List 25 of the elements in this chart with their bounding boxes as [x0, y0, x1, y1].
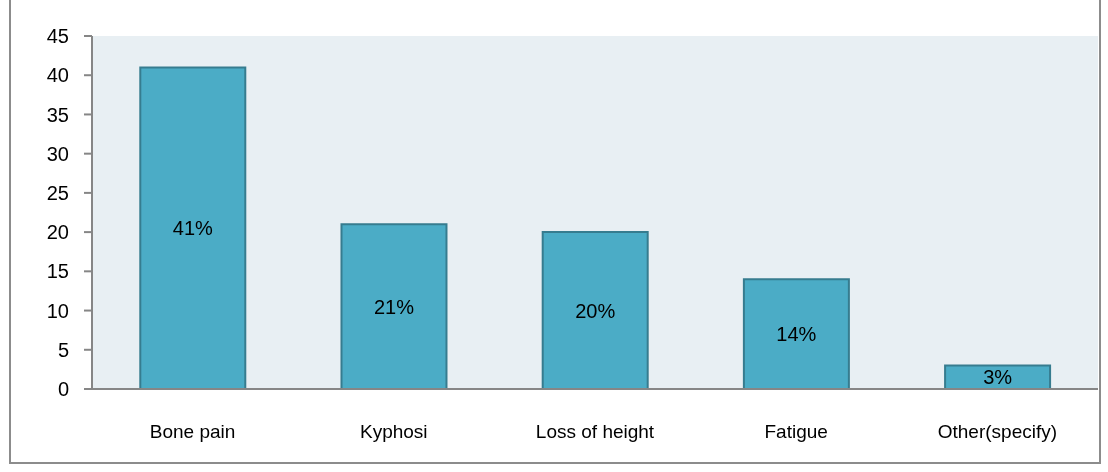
- x-tick-label: Other(specify): [937, 421, 1058, 443]
- y-tick-label: 20: [46, 221, 69, 244]
- data-label: 14%: [776, 323, 817, 346]
- bar: [742, 278, 850, 389]
- y-tick-label: 15: [46, 260, 69, 283]
- bar: [139, 66, 247, 389]
- y-tick-label: 45: [46, 25, 69, 48]
- y-tick-label: 35: [46, 103, 69, 126]
- y-tick-label: 40: [46, 64, 69, 87]
- y-tick-label: 25: [46, 181, 69, 204]
- y-tick-label: 0: [57, 378, 69, 401]
- data-label: 21%: [373, 295, 415, 318]
- y-tick-label: 5: [57, 338, 69, 361]
- x-tick-label: Bone pain: [149, 421, 236, 443]
- bar: [944, 364, 1052, 389]
- x-tick-label: Fatigue: [764, 421, 828, 443]
- bar: [541, 231, 649, 389]
- y-tick-label: 10: [46, 299, 69, 322]
- data-label: 3%: [983, 366, 1013, 389]
- x-tick-label: Loss of height: [535, 421, 655, 443]
- bar: [340, 223, 448, 389]
- x-tick-label: Kyphosi: [360, 421, 428, 443]
- data-label: 41%: [172, 217, 214, 240]
- data-label: 20%: [575, 299, 616, 322]
- y-tick-label: 30: [46, 142, 69, 165]
